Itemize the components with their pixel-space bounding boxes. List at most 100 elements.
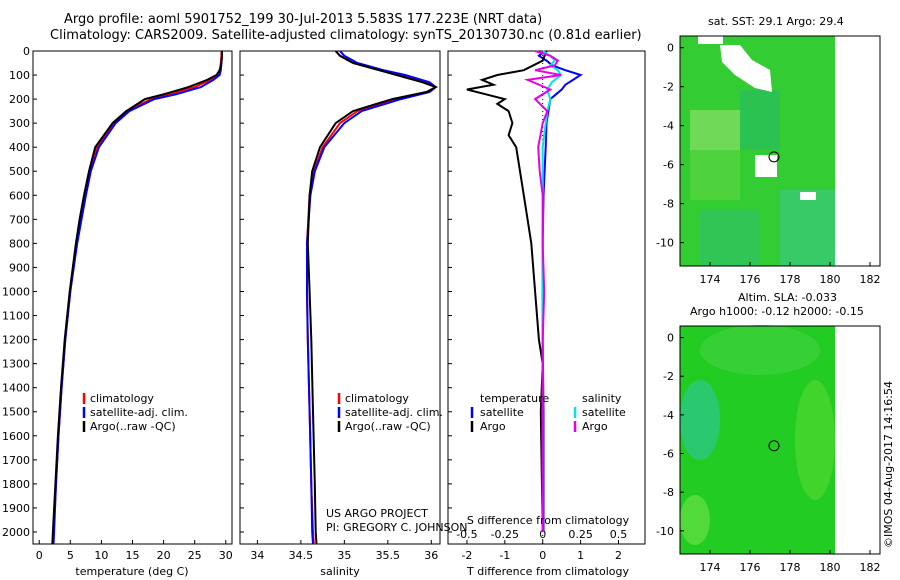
series-line-temperature-argo [466,50,548,533]
s-tick-label: 0.5 [610,528,628,541]
sla-map: 174 176 178 180 182 0 -2 -4 -6 -8 -10 [656,325,881,574]
depth-tick-label: 1100 [2,310,30,323]
temperature-panel: 0100200300400500600700800900100011001200… [2,45,233,578]
legend-label: Argo [480,420,506,433]
difference-panel: -2 -1 0 1 2 -0.5 -0.25 0 0.25 0.5 S difference fr… [447,50,646,578]
series-line-salinity-argo [523,50,562,532]
depth-tick-label: 800 [9,237,30,250]
x-tick-label: -2 [461,549,472,562]
x-tick-label: -1 [499,549,510,562]
x-tick-label: 35.5 [376,549,401,562]
map-lat-label: 0 [667,42,674,55]
depth-tick-label: 1500 [2,406,30,419]
x-tick-label: 35 [337,549,351,562]
map-lon-label: 182 [860,561,881,574]
figure-title-line1: Argo profile: aoml 5901752_199 30-Jul-20… [64,12,543,27]
sla-map-high-anomaly [680,495,710,545]
sst-map-cloud-gap [755,155,777,177]
x-tick-label: 25 [188,549,202,562]
x-tick-label: 34 [250,549,264,562]
x-tick-label: 2 [615,549,622,562]
temperature-axis-label: temperature (deg C) [75,565,188,578]
map-lon-label: 180 [820,273,841,286]
series-line-climatology [306,50,438,545]
map-lon-label: 176 [740,273,761,286]
map-lat-label: -6 [663,448,674,461]
legend-label: climatology [345,392,409,405]
x-tick-label: 0 [36,549,43,562]
map-lat-label: -10 [656,525,674,538]
sla-map-high-anomaly [795,380,835,500]
s-tick-label: -0.25 [491,528,519,541]
depth-tick-label: 1700 [2,454,30,467]
map-lat-label: 0 [667,332,674,345]
x-tick-label: 1 [577,549,584,562]
depth-tick-label: 2000 [2,526,30,539]
sla-map-land [835,326,880,554]
argo-profile-marker [768,151,780,163]
map-lat-label: -2 [663,370,674,383]
legend-header-temperature: temperature [480,392,549,405]
difference-legend: temperature salinity satellite Argo sate… [470,392,626,433]
depth-tick-label: 0 [23,45,30,58]
x-tick-label: 10 [94,549,108,562]
legend-label: satellite [480,406,524,419]
map-lon-label: 174 [700,273,721,286]
map-lat-label: -6 [663,159,674,172]
legend-label: climatology [90,392,154,405]
sla-map-low-anomaly [680,380,720,460]
depth-tick-label: 1400 [2,382,30,395]
sst-map-cloud-gap [800,192,816,200]
map-lat-label: -8 [663,486,674,499]
sst-map-land [835,36,880,266]
sla-map-title-line1: Altim. SLA: -0.033 [738,291,838,304]
legend-header-salinity: salinity [582,392,622,405]
depth-tick-label: 1000 [2,285,30,298]
map-lon-label: 182 [860,273,881,286]
legend-label: Argo(..raw -QC) [345,420,431,433]
sst-map: 174 176 178 180 182 0 -2 -4 -6 -8 -10 [656,35,881,286]
sst-map-warm-patch [690,150,740,200]
project-label: US ARGO PROJECT [326,507,428,520]
s-tick-label: 0 [539,528,546,541]
depth-tick-label: 1200 [2,334,30,347]
x-tick-label: 5 [67,549,74,562]
timestamp-stamp: ©IMOS 04-Aug-2017 14:16:54 [882,381,895,548]
salinity-axis-label: salinity [320,565,360,578]
x-tick-label: 36 [424,549,438,562]
map-lat-label: -4 [663,409,674,422]
depth-tick-label: 100 [9,69,30,82]
depth-tick-label: 700 [9,213,30,226]
legend-label: Argo [582,420,608,433]
temperature-axes-frame [32,50,233,545]
depth-tick-label: 1300 [2,358,30,371]
sla-map-title-line2: Argo h1000: -0.12 h2000: -0.15 [690,305,864,318]
x-tick-label: 15 [126,549,140,562]
series-line-climatology [51,51,223,545]
map-lon-label: 180 [820,561,841,574]
depth-tick-label: 500 [9,165,30,178]
series-line-argo-raw-qc [306,50,439,545]
sst-map-cloud-gap [698,36,723,44]
sst-map-warm-patch [690,110,740,150]
series-line-salinity-satellite [541,50,563,532]
depth-tick-label: 600 [9,189,30,202]
map-lon-label: 178 [780,561,801,574]
pi-label: PI: GREGORY C. JOHNSON [326,521,467,534]
depth-tick-label: 1600 [2,430,30,443]
map-lon-label: 178 [780,273,801,286]
legend-label: satellite-adj. clim. [345,406,443,419]
map-lat-label: -10 [656,237,674,250]
sst-map-cloud-gap [720,45,772,92]
sst-map-cool-patch [740,90,780,150]
map-lat-label: -8 [663,198,674,211]
x-tick-label: 0 [539,549,546,562]
map-lon-label: 174 [700,561,721,574]
sla-map-frame [679,325,881,555]
depth-tick-label: 400 [9,141,30,154]
s-tick-label: -0.5 [456,528,477,541]
map-lat-label: -4 [663,120,674,133]
temperature-difference-label: T difference from climatology [466,565,629,578]
map-lat-label: -2 [663,81,674,94]
